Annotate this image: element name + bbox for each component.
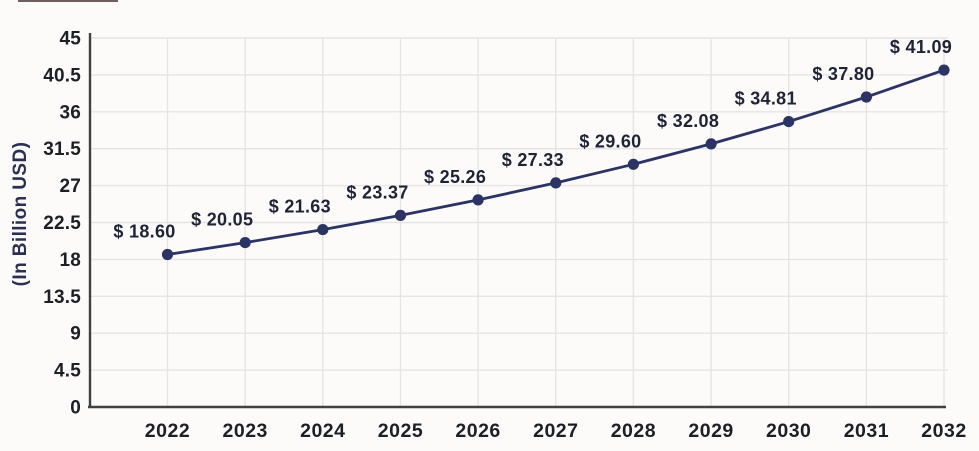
data-point-label: $ 25.26 <box>424 167 486 187</box>
data-point-marker <box>472 194 484 206</box>
axes <box>88 33 946 409</box>
data-point-label: $ 32.08 <box>657 111 719 131</box>
data-point-label: $ 20.05 <box>191 210 253 230</box>
data-point-marker <box>938 64 950 76</box>
y-tick-label: 9 <box>70 324 81 345</box>
data-point-marker <box>705 138 717 150</box>
data-point-marker <box>239 237 251 249</box>
x-tick-label: 2026 <box>455 420 500 442</box>
x-tick-label: 2028 <box>611 420 656 442</box>
data-point-label: $ 23.37 <box>346 182 408 202</box>
data-point-label: $ 41.09 <box>890 37 952 57</box>
x-tick-label: 2022 <box>145 420 190 442</box>
x-tick-label: 2025 <box>378 420 423 442</box>
x-tick-label: 2024 <box>300 420 345 442</box>
y-tick-label: 18 <box>59 250 81 271</box>
y-tick-label: 0 <box>70 398 81 419</box>
y-tick-label: 27 <box>59 176 81 197</box>
top-edge-artifact <box>18 0 118 2</box>
x-tick-label: 2032 <box>921 420 966 442</box>
data-point-marker <box>317 224 329 236</box>
data-point-marker <box>161 248 174 261</box>
data-point-labels: $ 18.60 $ 20.05 $ 21.63 $ 23.37 $ 25.26 $ 27.… <box>113 37 952 242</box>
x-axis-tick-labels: 2022 2023 2024 2025 2026 2027 2028 2029 2030 2031… <box>145 420 966 442</box>
x-tick-label: 2027 <box>533 420 578 442</box>
y-axis-title: (In Billion USD) <box>10 142 31 287</box>
data-point-marker <box>627 158 640 170</box>
y-tick-label: 36 <box>59 102 81 123</box>
y-tick-label: 22.5 <box>43 213 81 234</box>
data-point-label: $ 34.81 <box>735 89 797 109</box>
y-axis-tick-labels: 0 4.5 9 13.5 18 22.5 27 31.5 36 40.5 45 <box>43 29 81 419</box>
y-tick-label: 40.5 <box>43 65 81 86</box>
data-point-marker <box>783 116 795 128</box>
data-point-label: $ 18.60 <box>113 222 175 242</box>
x-tick-label: 2031 <box>844 420 889 442</box>
x-tick-label: 2030 <box>766 420 811 442</box>
y-tick-label: 45 <box>59 29 81 50</box>
y-tick-label: 4.5 <box>54 361 81 382</box>
y-tick-label: 31.5 <box>43 139 81 160</box>
data-point-label: $ 27.33 <box>502 150 564 170</box>
data-point-markers <box>161 64 950 261</box>
x-tick-label: 2029 <box>688 420 733 442</box>
data-point-marker <box>550 177 562 189</box>
data-point-label: $ 21.63 <box>269 197 331 217</box>
data-point-marker <box>394 209 407 221</box>
gridlines <box>90 37 948 407</box>
data-point-label: $ 29.60 <box>579 131 641 151</box>
data-point-marker <box>860 91 873 103</box>
x-tick-label: 2023 <box>223 420 268 442</box>
y-tick-label: 13.5 <box>43 287 81 308</box>
data-point-label: $ 37.80 <box>812 64 874 84</box>
